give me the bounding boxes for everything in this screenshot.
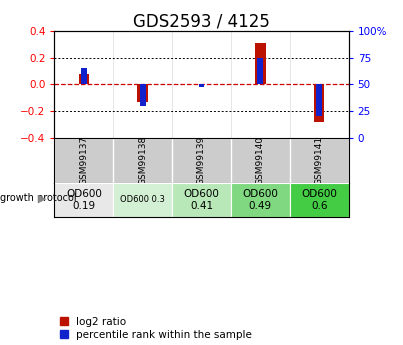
Legend: log2 ratio, percentile rank within the sample: log2 ratio, percentile rank within the s…: [60, 317, 252, 340]
Bar: [314, 84, 324, 121]
Bar: [231, 183, 290, 217]
Bar: [172, 183, 231, 217]
Bar: [316, 84, 322, 116]
Bar: [137, 84, 148, 101]
Bar: [54, 183, 113, 217]
Bar: [113, 183, 172, 217]
Text: GSM99138: GSM99138: [138, 135, 147, 185]
Title: GDS2593 / 4125: GDS2593 / 4125: [133, 13, 270, 31]
Bar: [81, 68, 87, 84]
Text: GSM99141: GSM99141: [315, 136, 324, 185]
Text: OD600
0.41: OD600 0.41: [183, 189, 220, 211]
Text: GSM99140: GSM99140: [256, 136, 265, 185]
Bar: [79, 73, 89, 84]
Text: GSM99139: GSM99139: [197, 135, 206, 185]
Text: OD600
0.19: OD600 0.19: [66, 189, 102, 211]
Text: OD600
0.49: OD600 0.49: [242, 189, 278, 211]
Bar: [199, 84, 204, 88]
Text: OD600 0.3: OD600 0.3: [120, 196, 165, 205]
Bar: [290, 183, 349, 217]
Text: growth protocol: growth protocol: [0, 193, 77, 203]
Text: GSM99137: GSM99137: [79, 135, 88, 185]
Bar: [140, 84, 145, 106]
Text: OD600
0.6: OD600 0.6: [301, 189, 337, 211]
Bar: [258, 58, 263, 84]
Bar: [255, 43, 266, 84]
Text: ▶: ▶: [38, 193, 46, 203]
